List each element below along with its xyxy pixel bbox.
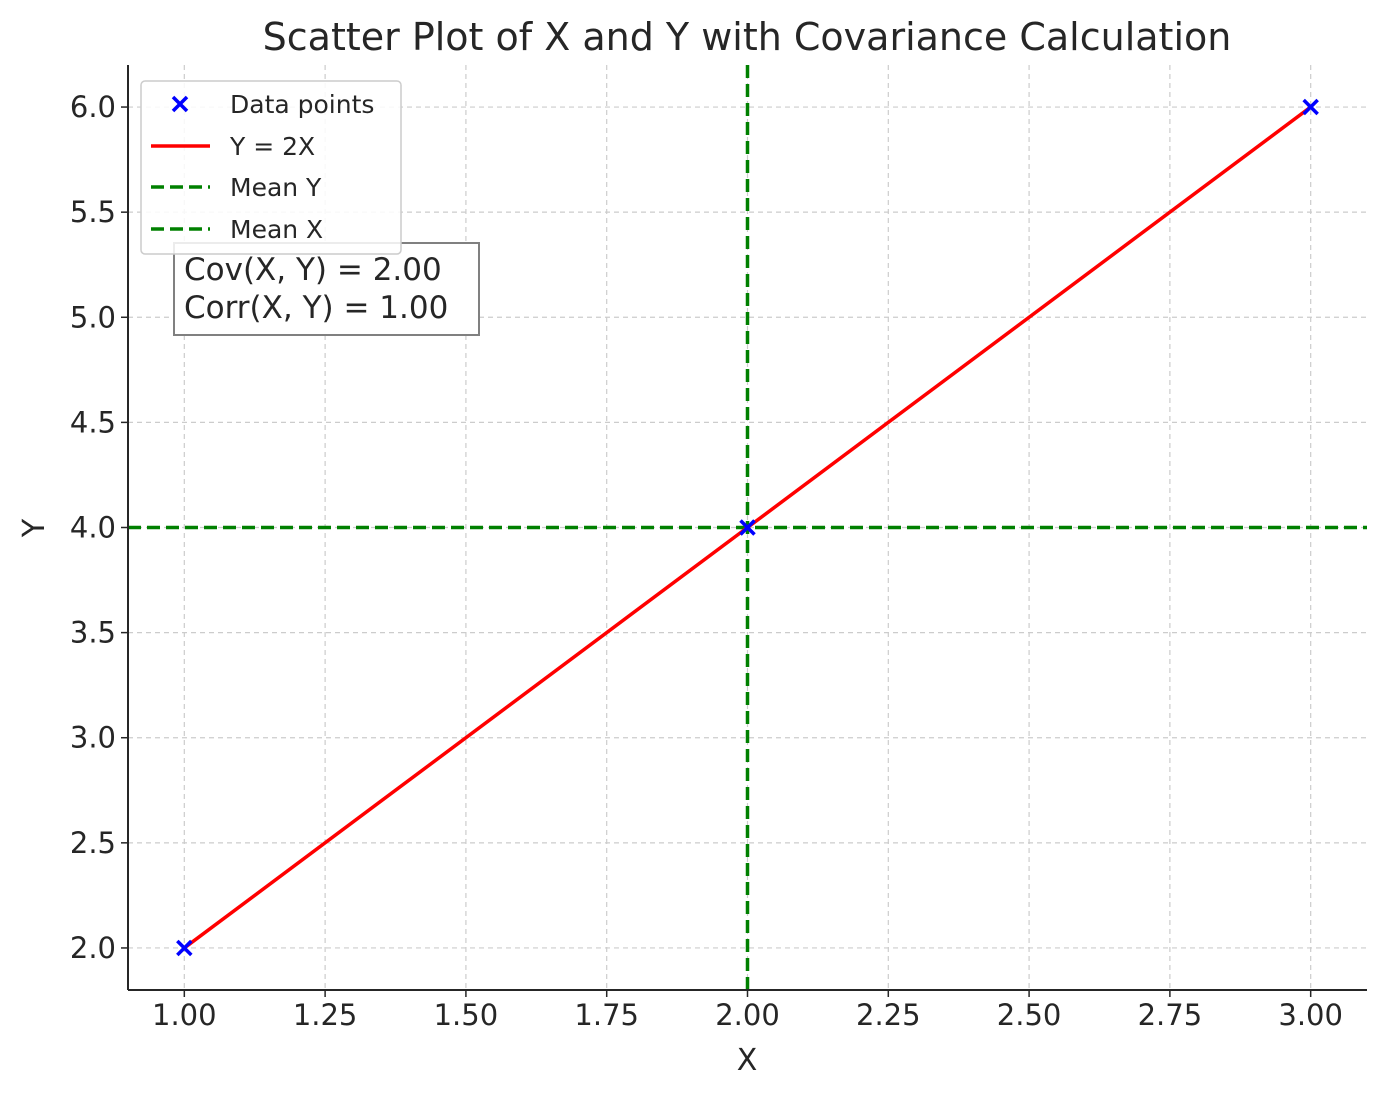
x-tick-label: 1.50 — [434, 998, 499, 1032]
covariance-annotation: Cov(X, Y) = 2.00 Corr(X, Y) = 1.00 — [173, 242, 480, 336]
x-tick-label: 2.75 — [1138, 998, 1203, 1032]
x-tick-label: 3.00 — [1278, 998, 1343, 1032]
chart-title: Scatter Plot of X and Y with Covariance … — [263, 15, 1232, 59]
legend-item: Mean X — [151, 215, 323, 244]
legend-label: Mean X — [230, 215, 323, 244]
x-tick-label: 2.50 — [997, 998, 1062, 1032]
y-tick-label: 5.0 — [70, 300, 116, 334]
x-tick-label: 1.75 — [574, 998, 639, 1032]
legend: Data points Y = 2X Mean Y Mean X — [140, 80, 402, 255]
data-point-marker — [176, 939, 193, 957]
x-tick-label: 1.00 — [152, 998, 217, 1032]
y-tick-label: 4.5 — [70, 405, 116, 439]
legend-label: Y = 2X — [229, 132, 315, 161]
y-tick-label: 6.0 — [70, 90, 116, 124]
data-points-layer — [176, 98, 1319, 957]
y-tick-label: 5.5 — [70, 195, 116, 229]
data-point-marker — [739, 519, 756, 536]
tick-labels: 1.00 1.25 1.50 1.75 2.00 2.25 2.50 2.75 3.00 2.0 2… — [70, 90, 1343, 1032]
covariance-text: Cov(X, Y) = 2.00 — [184, 252, 442, 288]
x-axis-label: X — [737, 1043, 758, 1078]
legend-item: Y = 2X — [151, 132, 315, 161]
y-tick-label: 4.0 — [70, 511, 116, 545]
legend-item: Mean Y — [151, 173, 322, 202]
legend-label: Mean Y — [230, 173, 322, 202]
annotation-box — [173, 242, 480, 336]
y-tick-label: 2.5 — [70, 826, 116, 860]
y-axis-label: Y — [17, 518, 52, 538]
y-tick-label: 3.0 — [70, 721, 116, 755]
x-tick-label: 1.25 — [293, 998, 358, 1032]
legend-label: Data points — [230, 90, 374, 119]
correlation-text: Corr(X, Y) = 1.00 — [184, 290, 448, 326]
x-tick-label: 2.00 — [715, 998, 780, 1032]
y-tick-label: 2.0 — [70, 931, 116, 965]
legend-item: Data points — [171, 90, 374, 119]
data-point-marker — [1302, 98, 1319, 116]
legend-frame — [140, 80, 402, 255]
axes — [121, 65, 1367, 997]
x-tick-label: 2.25 — [856, 998, 921, 1032]
y-tick-label: 3.5 — [70, 616, 116, 650]
